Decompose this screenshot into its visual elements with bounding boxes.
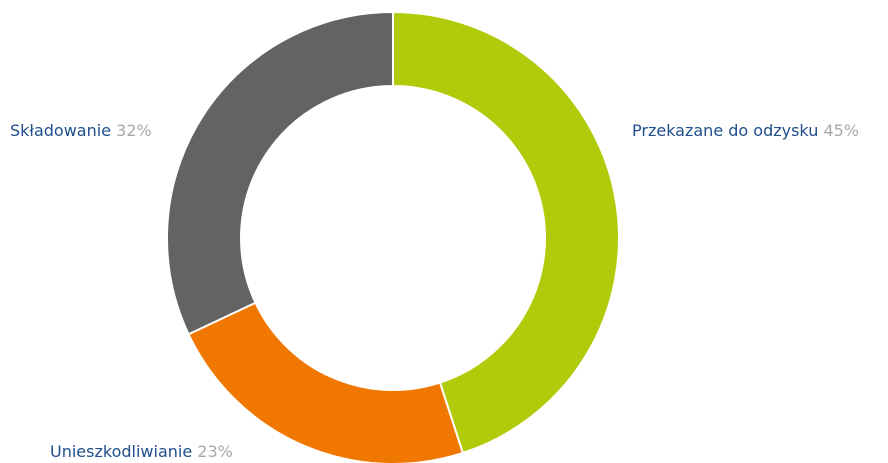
slice-name: Składowanie — [10, 121, 111, 140]
donut-slice — [166, 10, 394, 336]
slice-value: 23% — [197, 442, 233, 461]
slice-label: Składowanie 32% — [10, 121, 152, 140]
slice-label: Przekazane do odzysku 45% — [632, 121, 859, 140]
donut-slice — [392, 10, 620, 455]
slice-name: Przekazane do odzysku — [632, 121, 818, 140]
slice-name: Unieszkodliwianie — [50, 442, 192, 461]
slice-value: 32% — [116, 121, 152, 140]
donut-slice — [187, 301, 465, 463]
slice-label: Unieszkodliwianie 23% — [50, 442, 233, 461]
slice-value: 45% — [823, 121, 859, 140]
